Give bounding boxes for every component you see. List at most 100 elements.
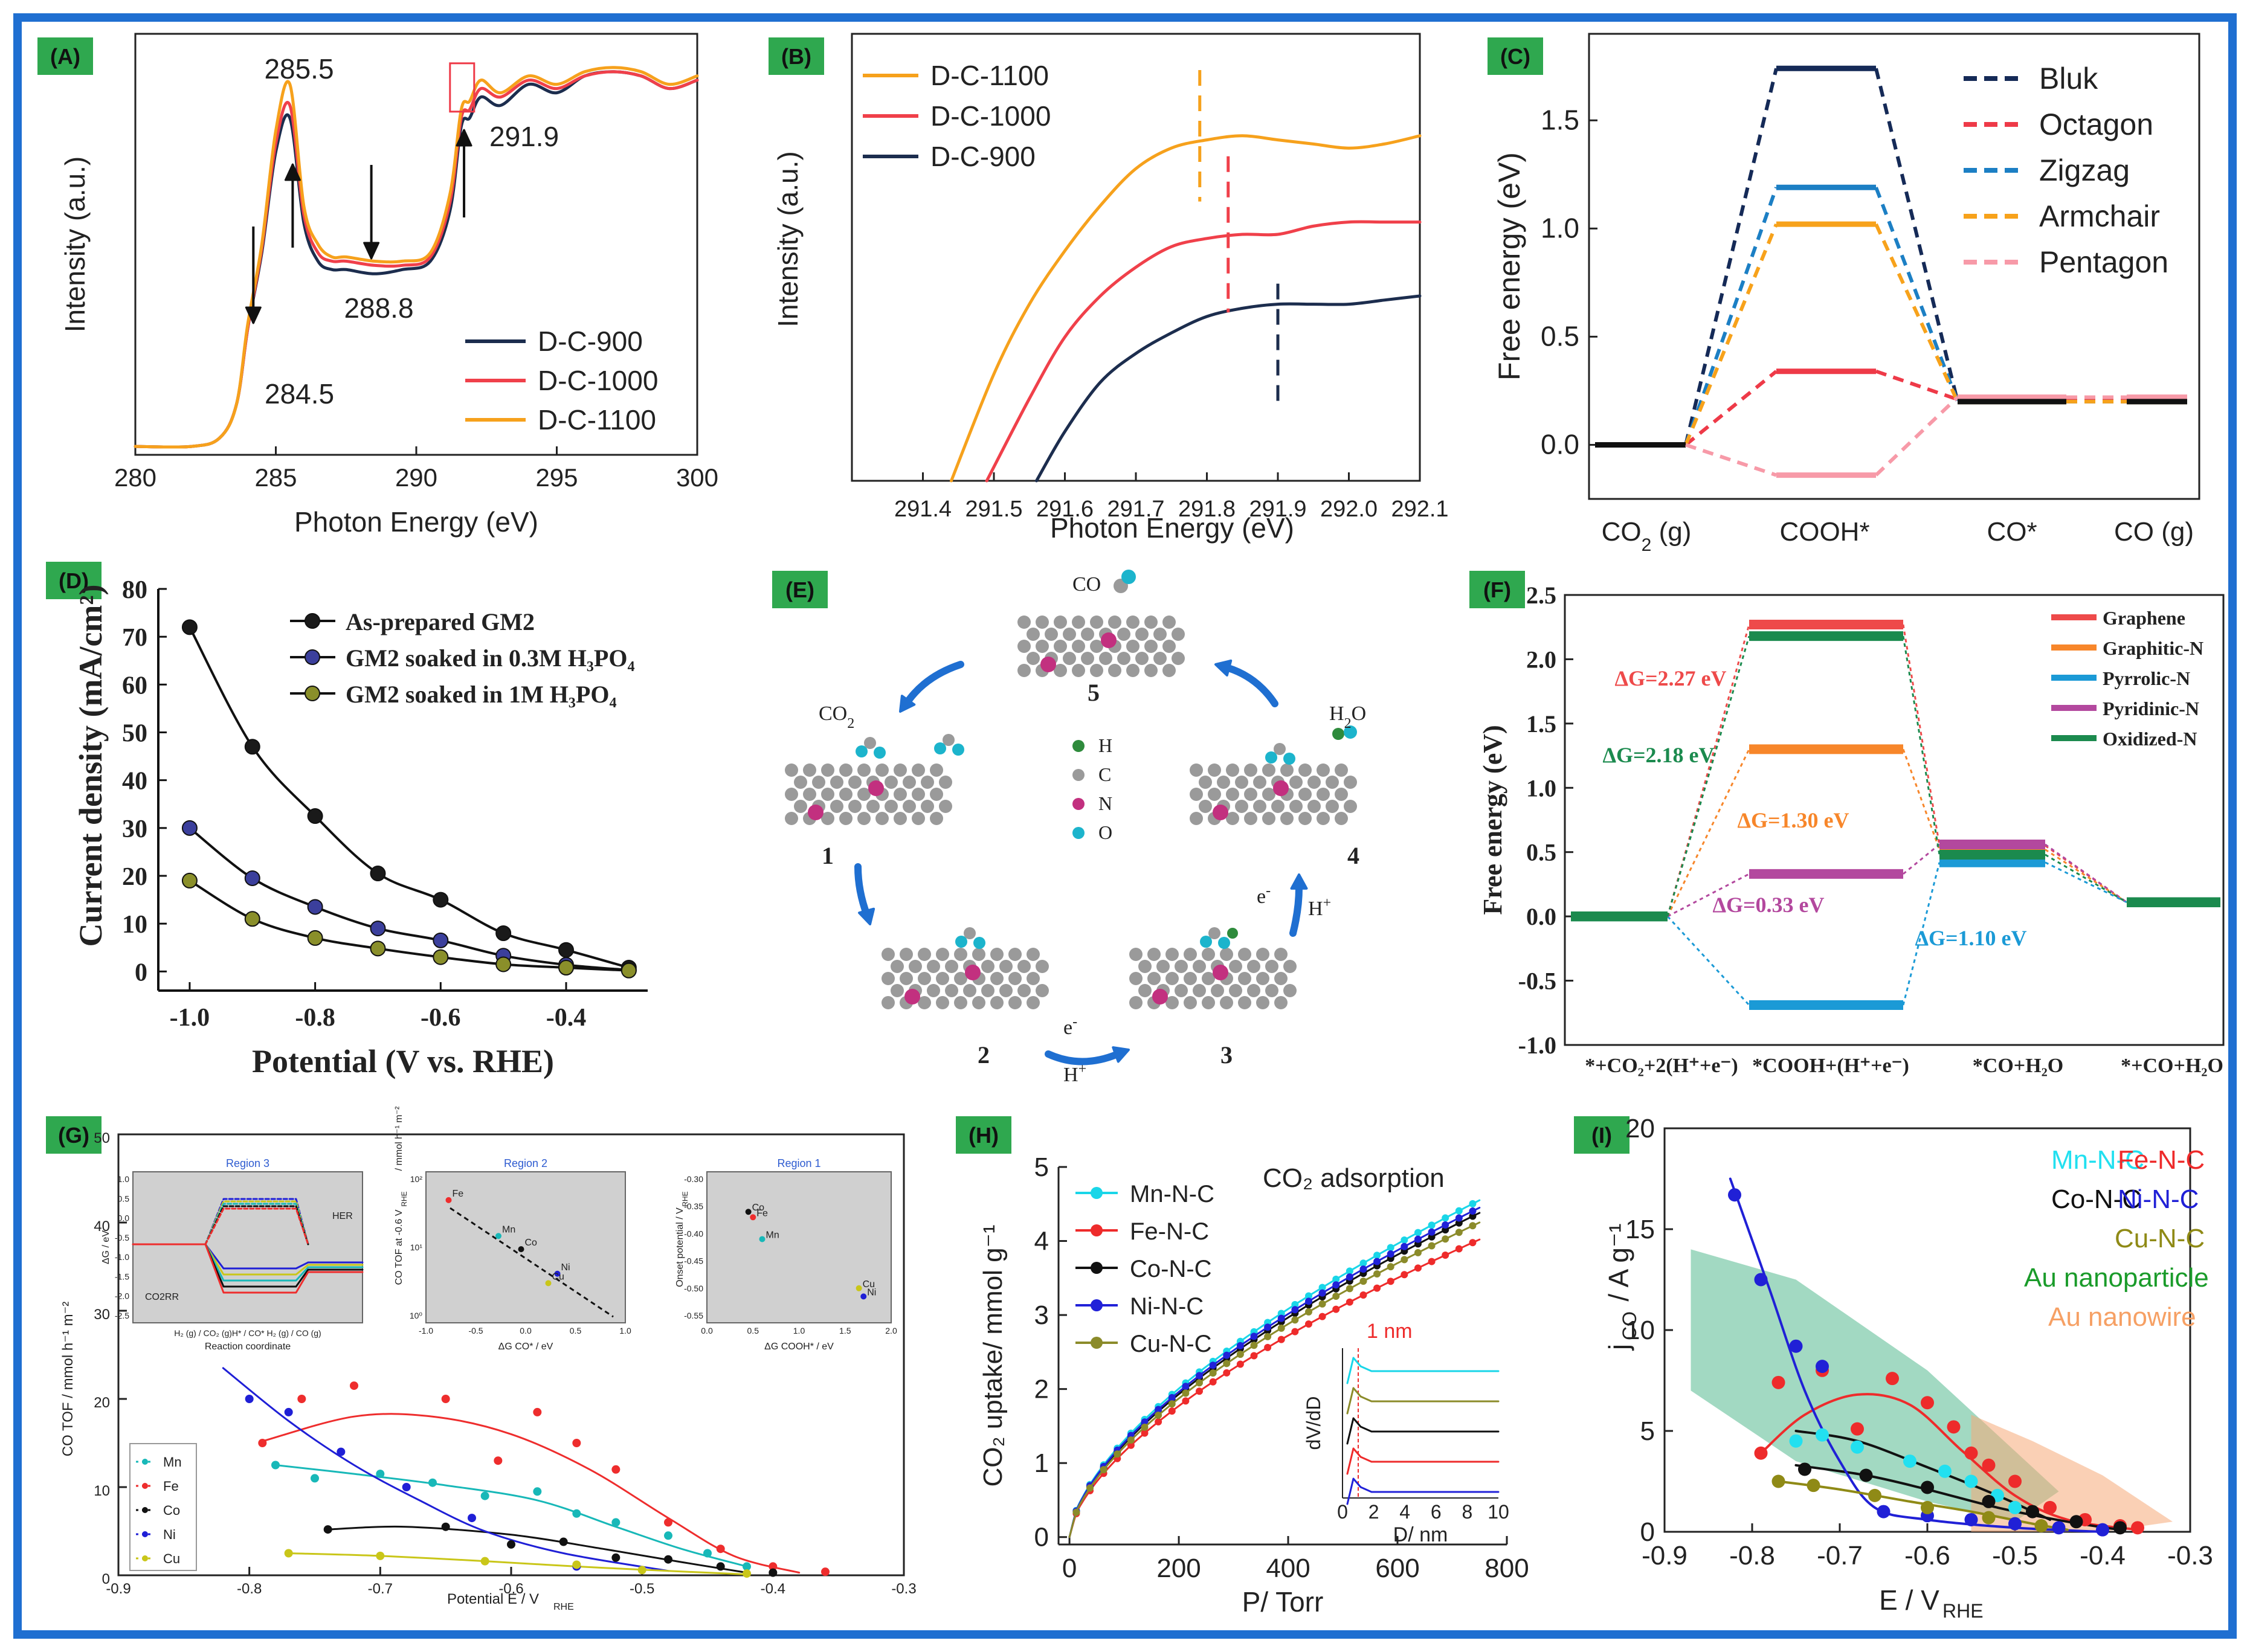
carbon-atom bbox=[939, 776, 952, 789]
carbon-atom bbox=[1274, 996, 1288, 1009]
data-point-Ni-N-C bbox=[1141, 1418, 1149, 1426]
carbon-atom bbox=[821, 812, 834, 825]
data-point bbox=[433, 892, 449, 908]
legend-box bbox=[129, 1443, 197, 1571]
carbon-atom bbox=[1108, 664, 1121, 677]
legend-label: GM2 soaked in 0.3M H₃PO₄ bbox=[346, 644, 634, 672]
carbon-atom bbox=[1090, 615, 1103, 629]
peak-label: 285.5 bbox=[264, 53, 334, 85]
data-point-Fe-N-C bbox=[1947, 1420, 1961, 1434]
carbon-atom bbox=[963, 984, 976, 997]
carbon-atom bbox=[1265, 960, 1278, 973]
carbon-atom bbox=[936, 996, 949, 1009]
nitrogen-atom bbox=[1273, 780, 1289, 796]
panel-c: (C) 0.0 0.5 1.0 1.5 Free energy (eV) CO2 (g) CO… bbox=[1488, 33, 2200, 555]
carbon-atom bbox=[903, 776, 916, 789]
y-tick-label: 50 bbox=[94, 1130, 110, 1146]
inset-x-tick-label: 0.0 bbox=[701, 1326, 713, 1335]
oxygen-atom bbox=[874, 747, 886, 759]
inset-1: Region 3 Reaction coordinate ΔG / eV H₂ (g)… bbox=[101, 1157, 364, 1352]
nitrogen-atom bbox=[1101, 632, 1117, 648]
data-point-Co-N-C bbox=[1921, 1480, 1934, 1494]
inset-x-tick-label: 1.5 bbox=[839, 1326, 851, 1335]
data-point-Ni-N-C bbox=[1182, 1383, 1190, 1390]
inset-point-label: Ni bbox=[561, 1262, 570, 1273]
carbon-atom bbox=[921, 776, 934, 789]
connector-Bluk bbox=[1874, 68, 1959, 402]
carbon-atom bbox=[1036, 960, 1049, 973]
y-tick-label: 0.5 bbox=[1541, 320, 1579, 352]
data-point-Cu-N-C bbox=[1469, 1222, 1477, 1230]
panel-label: (G) bbox=[58, 1123, 89, 1148]
data-point-Fe-N-C bbox=[1346, 1298, 1353, 1306]
panel-h: (H) 0 1 2 3 4 5 0 200 400 600 800 CO₂ uptake/ mmol g… bbox=[956, 1116, 1529, 1618]
carbon-atom bbox=[981, 960, 994, 973]
inset-annotation: 1 nm bbox=[1367, 1320, 1413, 1343]
hydrogen-atom bbox=[1332, 728, 1344, 740]
carbon-atom bbox=[1307, 800, 1321, 813]
carbon-atom bbox=[1126, 615, 1140, 629]
carbon-atom bbox=[1193, 960, 1206, 973]
inset-y-tick-label: -0.55 bbox=[684, 1311, 703, 1320]
data-point-Mn-N-C bbox=[1428, 1221, 1436, 1229]
inset-3: Region 1 ΔG COOH* / eV Onset potential / V… bbox=[675, 1157, 897, 1352]
legend-label: Bluk bbox=[2039, 62, 2098, 95]
data-point-Mn-N-C bbox=[1903, 1454, 1916, 1468]
carbon-atom bbox=[1274, 948, 1288, 961]
oxygen-atom bbox=[1283, 753, 1295, 765]
connector-Pentagon bbox=[1685, 443, 1777, 477]
plot-frame bbox=[1588, 33, 2200, 500]
cycle-arrow-4-5 bbox=[1223, 664, 1278, 707]
inset-title: Region 2 bbox=[504, 1157, 547, 1169]
data-point-Fe-N-C bbox=[1250, 1352, 1258, 1360]
carbon-atom bbox=[1307, 776, 1321, 789]
data-point-Fe-N-C bbox=[1401, 1271, 1408, 1279]
carbon-atom bbox=[1054, 664, 1067, 677]
carbon-atom bbox=[785, 763, 798, 777]
arrow-down-288-head bbox=[363, 242, 380, 260]
carbon-atom bbox=[1063, 628, 1076, 641]
legend-marker bbox=[1091, 1337, 1103, 1349]
data-point-Ni-N-C bbox=[1401, 1242, 1408, 1250]
data-point-Co bbox=[611, 1553, 621, 1562]
carbon-atom bbox=[1190, 788, 1203, 801]
data-point-Cu-N-C bbox=[1921, 1500, 1934, 1514]
carbon-atom bbox=[1326, 776, 1339, 789]
x-tick-label: -1.0 bbox=[170, 1004, 210, 1032]
carbon-atom bbox=[954, 948, 967, 961]
nitrogen-atom bbox=[965, 965, 981, 980]
data-point-Ni-N-C bbox=[2096, 1523, 2109, 1537]
carbon-atom bbox=[964, 927, 976, 939]
carbon-atom bbox=[1027, 972, 1040, 985]
x-axis-label: Potential E / V bbox=[447, 1591, 539, 1607]
carbon-atom bbox=[1202, 972, 1215, 985]
data-point-Ni-N-C bbox=[1277, 1314, 1285, 1322]
connector-Graphene bbox=[1902, 624, 1941, 846]
carbon-atom bbox=[945, 984, 958, 997]
legend-label: D-C-1000 bbox=[538, 365, 658, 396]
y-tick-label: 30 bbox=[94, 1306, 110, 1323]
carbon-atom bbox=[891, 984, 904, 997]
legend-label: N bbox=[1098, 792, 1112, 814]
data-point-Ni bbox=[402, 1483, 411, 1491]
legend-label: Cu bbox=[163, 1551, 180, 1566]
inset-point bbox=[759, 1236, 766, 1242]
legend-marker bbox=[1072, 827, 1085, 839]
inset-y-tick-label: -1.0 bbox=[115, 1252, 129, 1262]
inset-point-label: Fe bbox=[756, 1208, 768, 1218]
carbon-atom bbox=[1129, 972, 1143, 985]
carbon-atom bbox=[1144, 640, 1158, 653]
legend-marker bbox=[142, 1483, 148, 1489]
data-point-Co-N-C bbox=[1798, 1462, 1811, 1476]
inset-x-tick-label: 1.0 bbox=[619, 1326, 631, 1335]
data-point-Co-N-C bbox=[1859, 1468, 1873, 1482]
y-tick-label: 20 bbox=[94, 1395, 110, 1411]
carbon-atom bbox=[1229, 984, 1242, 997]
data-point-Ni-N-C bbox=[1196, 1372, 1204, 1380]
legend-label: Mn bbox=[163, 1454, 182, 1470]
inset-y-tick-label: -0.30 bbox=[684, 1174, 703, 1184]
data-point-Ni-N-C bbox=[1964, 1512, 1978, 1526]
data-point-Fe-N-C bbox=[2043, 1500, 2057, 1514]
carbon-atom bbox=[1256, 948, 1269, 961]
carbon-atom bbox=[1235, 800, 1248, 813]
